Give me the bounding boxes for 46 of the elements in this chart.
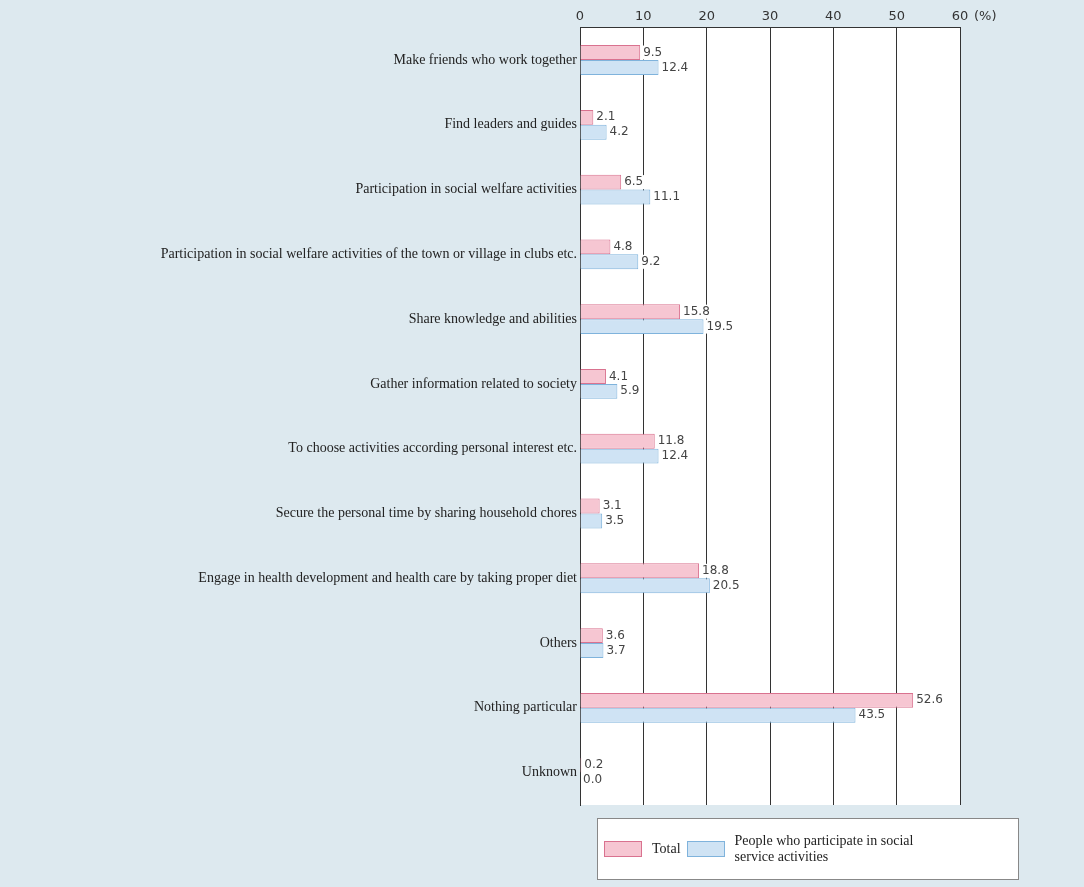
x-tick-label: 60 xyxy=(951,8,969,24)
data-label: 12.4 xyxy=(661,448,689,463)
y-tick-label: To choose activities according personal interest etc. xyxy=(288,440,577,456)
data-label: 15.8 xyxy=(683,303,710,318)
x-axis-title: (%) xyxy=(974,8,997,24)
data-label: 3.7 xyxy=(606,642,626,657)
x-tick-label: 40 xyxy=(825,8,842,24)
data-label: 4.1 xyxy=(608,368,629,383)
data-label: 43.5 xyxy=(858,707,886,722)
data-label: 3.6 xyxy=(605,627,625,642)
data-label: 18.8 xyxy=(702,562,729,577)
y-tick-label: Nothing particular xyxy=(473,699,578,715)
x-tick-label: 10 xyxy=(635,8,652,24)
data-label: 5.9 xyxy=(620,383,640,398)
data-label: 0.2 xyxy=(584,757,604,772)
data-label: 4.8 xyxy=(613,239,633,254)
y-tick-label: Engage in health development and health care by taking proper diet xyxy=(198,569,578,585)
data-label: 3.5 xyxy=(605,513,625,528)
data-label: 12.4 xyxy=(661,59,689,74)
data-label: 9.5 xyxy=(643,44,663,59)
legend-label: People who participate in social service activities xyxy=(734,833,915,865)
data-label: 3.1 xyxy=(602,498,622,513)
y-tick-label: Unknown xyxy=(521,764,577,780)
data-label: 4.2 xyxy=(609,124,629,139)
data-label: 2.1 xyxy=(596,109,616,124)
y-tick-label: Find leaders and guides xyxy=(444,116,577,132)
data-label: 6.5 xyxy=(624,174,644,189)
y-tick-label: Secure the personal time by sharing household chores xyxy=(275,505,577,521)
legend-label: Total xyxy=(652,841,681,857)
x-tick-label: 20 xyxy=(698,8,715,24)
data-label: 52.6 xyxy=(916,692,943,707)
x-tick-label: 50 xyxy=(888,8,905,24)
data-label: 0.0 xyxy=(583,772,603,787)
x-tick-label: 0 xyxy=(575,8,585,24)
data-label: 20.5 xyxy=(712,577,740,592)
y-tick-label: Participation in social welfare activities of the town or village in clubs etc. xyxy=(160,246,577,262)
y-tick-label: Others xyxy=(539,634,577,650)
data-label: 11.8 xyxy=(657,433,685,448)
x-tick-label: 30 xyxy=(761,8,779,24)
y-tick-label: Participation in social welfare activities xyxy=(355,181,577,197)
y-tick-label: Share knowledge and abilities xyxy=(408,310,577,326)
y-tick-label: Gather information related to society xyxy=(370,375,577,391)
data-label: 9.2 xyxy=(641,253,661,268)
data-label: 11.1 xyxy=(653,189,681,204)
y-tick-label: Make friends who work together xyxy=(393,51,578,67)
data-label: 19.5 xyxy=(706,318,734,333)
